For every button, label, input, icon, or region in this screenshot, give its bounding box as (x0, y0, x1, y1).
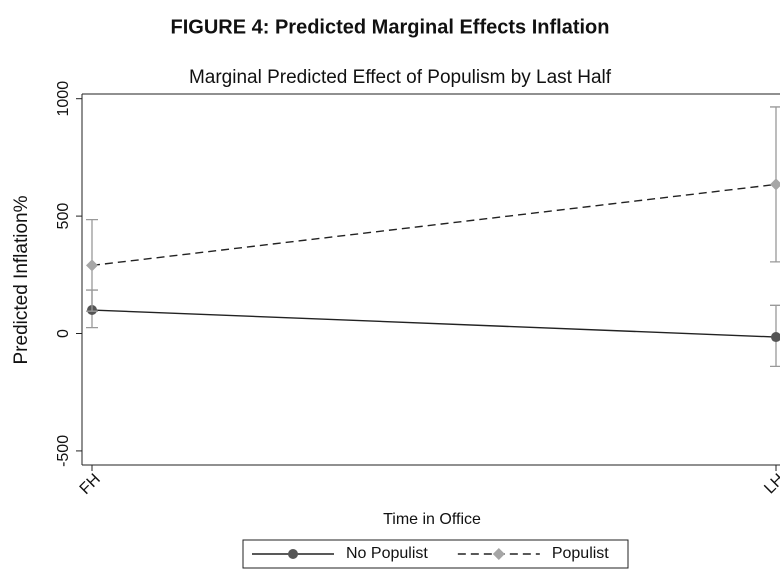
series-line (91, 309, 777, 338)
legend-marker (288, 549, 298, 559)
y-axis-label: Predicted Inflation% (11, 195, 32, 364)
y-tick-label: -500 (55, 435, 72, 467)
legend-label: Populist (552, 545, 609, 562)
x-axis-label: Time in Office (383, 511, 481, 528)
marker (86, 259, 98, 272)
y-tick-label: 500 (55, 203, 72, 230)
figure-heading: FIGURE 4: Predicted Marginal Effects Inf… (171, 16, 610, 38)
marker (770, 178, 780, 191)
chart-title: Marginal Predicted Effect of Populism by… (189, 67, 612, 88)
legend-marker (492, 548, 505, 560)
x-tick-label: FH (77, 471, 104, 498)
legend-box (242, 539, 629, 569)
y-tick-label: 1000 (55, 81, 72, 117)
y-tick-label: 0 (55, 329, 72, 338)
series-line (91, 183, 777, 267)
x-tick-label: LH (761, 471, 780, 497)
legend-label: No Populist (346, 545, 428, 562)
marker (771, 332, 780, 343)
